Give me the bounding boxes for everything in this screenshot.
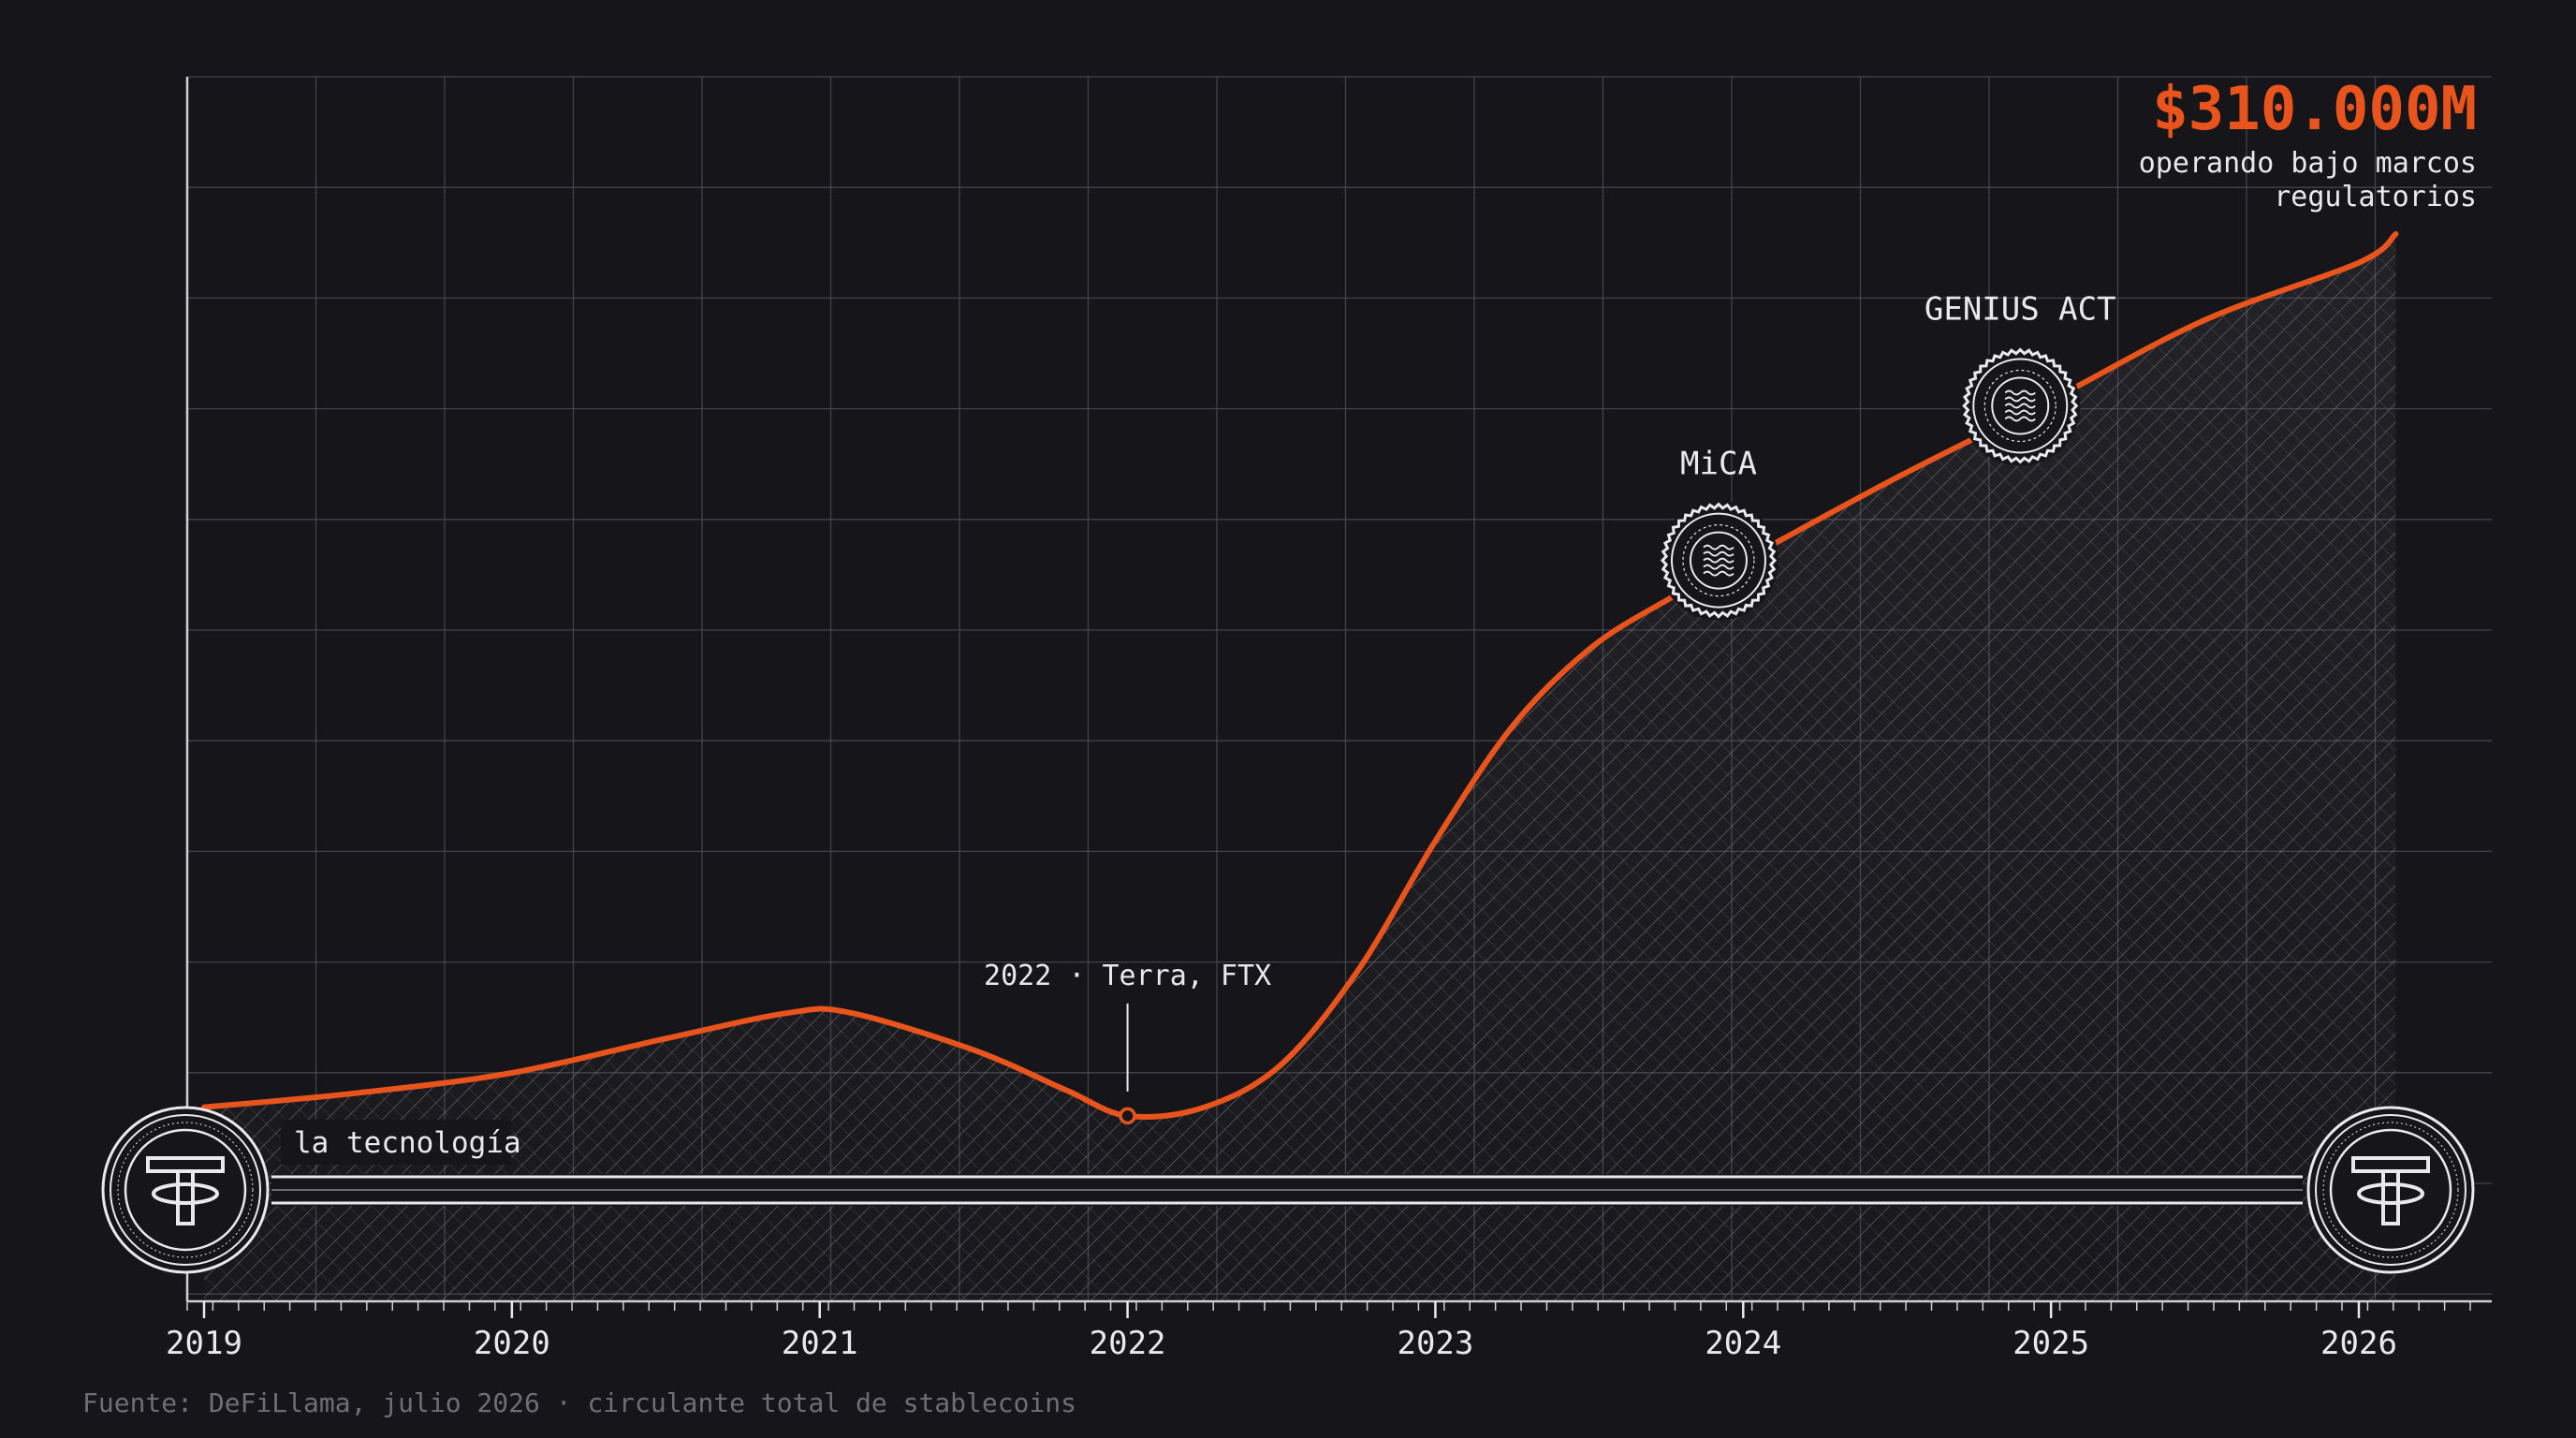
headline-caption-line2: regulatorios — [2274, 181, 2477, 213]
crash-annotation: 2022 · Terra, FTX — [984, 960, 1271, 1125]
x-tick-label: 2023 — [1397, 1325, 1473, 1362]
x-tick-label: 2025 — [2012, 1325, 2089, 1362]
crash-annotation-label: 2022 · Terra, FTX — [984, 960, 1271, 992]
headline-caption-line1: operando bajo marcos — [2139, 147, 2477, 180]
x-tick-label: 2022 — [1090, 1325, 1166, 1362]
x-tick-label: 2021 — [782, 1325, 858, 1362]
tether-coin-icon-left — [101, 1106, 270, 1274]
series-area-crosshatch — [204, 234, 2396, 1301]
technology-track-label: la tecnología — [294, 1126, 521, 1160]
x-tick-label: 2019 — [166, 1325, 242, 1362]
crash-point-marker — [1119, 1107, 1136, 1125]
headline-value: $310.000M — [2152, 75, 2477, 144]
genius-act-annotation-label: GENIUS ACT — [1925, 290, 2116, 328]
mica-seal-icon — [1658, 500, 1778, 621]
source-footnote: Fuente: DeFiLlama, julio 2026 · circulan… — [82, 1387, 1076, 1418]
tether-coin-icon-right — [2306, 1106, 2475, 1274]
x-tick-label: 2024 — [1705, 1325, 1781, 1362]
genius-act-seal-icon — [1960, 345, 2081, 466]
mica-annotation-label: MiCA — [1680, 446, 1757, 483]
technology-track: la tecnología — [271, 1120, 2303, 1206]
x-tick-label: 2026 — [2320, 1325, 2397, 1362]
x-tick-label: 2020 — [474, 1325, 550, 1362]
x-minor-ticks — [186, 1301, 2471, 1311]
x-tick-labels: 2019 2020 2021 2022 2023 2024 2025 2026 — [166, 1301, 2397, 1362]
